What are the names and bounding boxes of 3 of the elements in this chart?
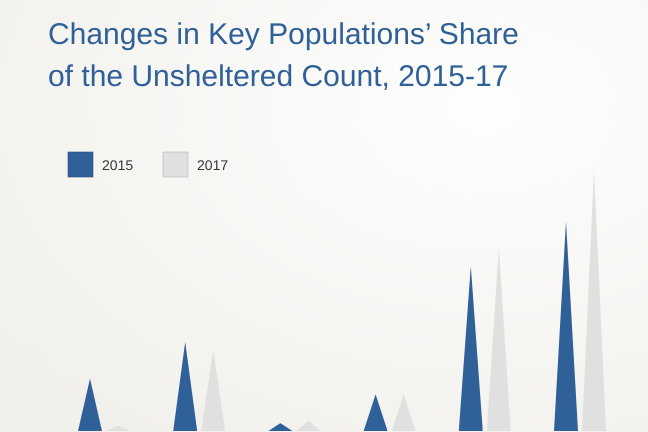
chart-title: Changes in Key Populations’ Share of the Unsheltered Count, 2015-17 [48, 18, 519, 93]
legend-label: 2017 [197, 157, 228, 173]
legend-label: 2015 [102, 157, 134, 173]
